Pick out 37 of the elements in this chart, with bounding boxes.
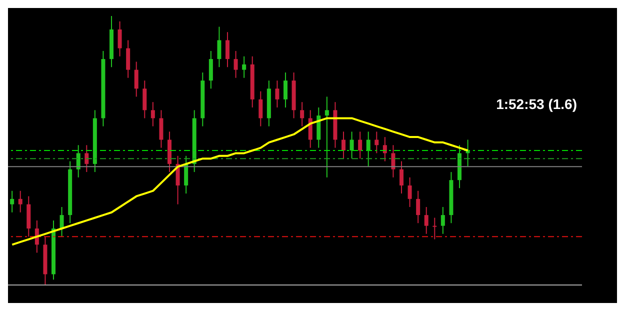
candlestick [242,56,246,78]
candlestick [416,190,420,224]
candlestick [76,144,80,178]
candlestick [184,155,188,194]
candlestick [382,136,387,162]
candlestick [226,32,230,68]
candlestick [150,102,155,127]
candlestick [126,40,130,78]
candlestick [440,206,445,234]
candlestick [258,90,263,127]
candlestick [400,160,404,194]
candlestick [234,50,238,78]
candlestick [134,61,138,98]
candlestick [208,50,213,90]
candlestick [350,131,354,160]
candlestick [159,110,164,148]
candlestick [300,102,304,127]
candlestick [142,80,147,119]
candlestick [217,26,222,68]
candlestick [118,20,122,57]
candlestick [342,131,346,160]
text: 1:52:53 (1.6) [496,96,577,112]
candlestick [391,144,396,178]
candlestick [366,131,370,168]
candlestick [84,144,89,173]
candlestick [10,190,14,213]
candlestick [408,176,412,208]
candlestick [284,72,288,108]
candlestick [424,206,428,234]
candlestick [374,131,379,154]
candlestick [308,110,312,148]
candlestick [432,217,437,240]
candlestick [18,190,22,213]
candlestick [60,206,64,238]
candlestick [324,96,329,178]
candlestick [275,80,280,108]
candlestick [358,131,362,160]
